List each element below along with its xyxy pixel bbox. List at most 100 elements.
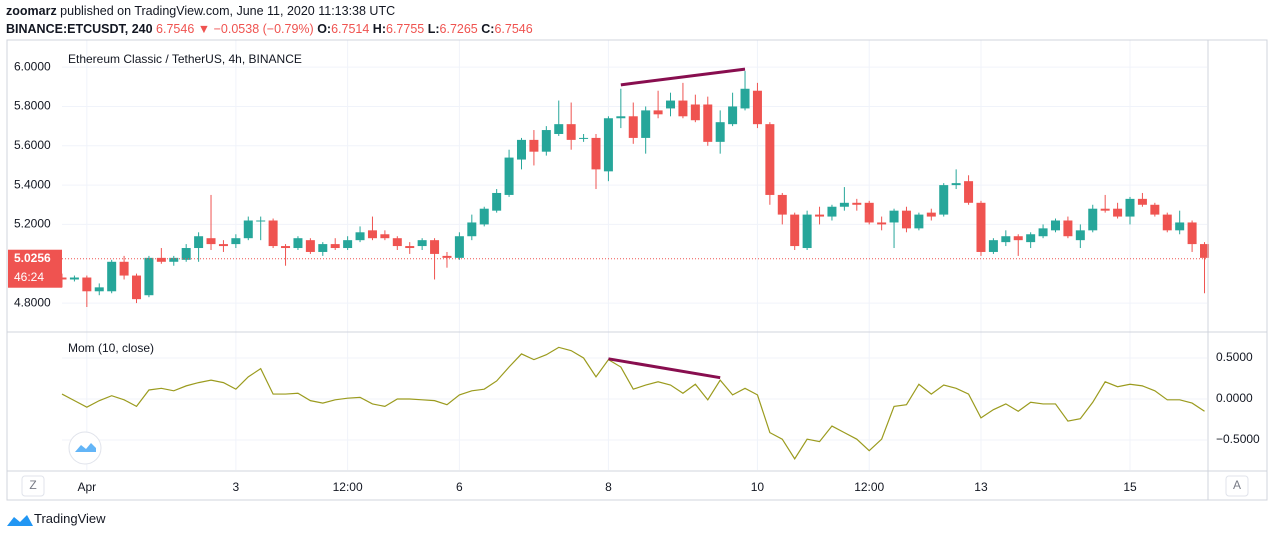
y-tick-label: 5.2000	[14, 217, 51, 231]
zoom-button[interactable]	[21, 475, 45, 497]
candle-body	[1038, 228, 1048, 237]
candle-body	[579, 137, 589, 139]
candle-body	[653, 110, 663, 115]
last-price-label: 5.0256	[14, 251, 51, 265]
candle-body	[628, 116, 638, 138]
candle-body	[703, 104, 713, 142]
candle-body	[591, 137, 601, 170]
candle-body	[1113, 208, 1123, 217]
candle-body	[641, 110, 651, 138]
candle-body	[690, 104, 700, 121]
candle-body	[194, 236, 204, 249]
candle-body	[541, 130, 551, 152]
candle-body	[1137, 198, 1147, 205]
candle-body	[169, 257, 179, 262]
candle-body	[492, 192, 502, 211]
candle-body	[1063, 220, 1073, 237]
candle-body	[467, 222, 477, 237]
grid	[62, 40, 1207, 470]
candle-body	[1100, 208, 1110, 211]
candle-body	[69, 277, 79, 280]
ohlc-value: 6.7265	[439, 22, 478, 36]
candle-body	[231, 238, 241, 245]
candle-body	[889, 210, 899, 223]
candle-body	[852, 202, 862, 205]
candle-body	[1013, 236, 1023, 241]
y-tick-label: −0.5000	[1216, 432, 1260, 446]
candle-body	[330, 244, 340, 249]
candle-body	[1200, 244, 1210, 258]
candle-body	[777, 194, 787, 215]
candle-body	[281, 246, 291, 249]
price: 6.7546	[156, 22, 195, 36]
ohlc-key: L:	[427, 22, 440, 36]
candle-body	[1162, 214, 1172, 231]
x-tick-label: 3	[233, 480, 240, 494]
ohlc-key: C:	[481, 22, 495, 36]
candle-body	[367, 230, 377, 239]
ohlc-key: O:	[317, 22, 332, 36]
candle-body	[1125, 198, 1135, 217]
ohlc-value: 6.7514	[331, 22, 370, 36]
candle-body	[454, 236, 464, 258]
candle-body	[976, 202, 986, 252]
candle-body	[1026, 234, 1036, 243]
y-tick-label: 4.8000	[14, 295, 51, 309]
watermark	[68, 431, 102, 465]
candle-body	[877, 222, 887, 225]
candle-body	[318, 244, 328, 252]
zoom-label[interactable]: Z	[29, 478, 36, 492]
candle-body	[218, 244, 228, 247]
candle-body	[964, 181, 974, 203]
candle-body	[616, 116, 626, 119]
candle-body	[442, 255, 452, 258]
candle-body	[181, 248, 191, 260]
candle-body	[132, 275, 142, 300]
candle-body	[988, 240, 998, 252]
candle-body	[430, 240, 440, 254]
candle-body	[256, 220, 266, 222]
candle-body	[740, 88, 750, 109]
ohlc-value: 6.7546	[494, 22, 533, 36]
candle-body	[355, 232, 365, 241]
candle-body	[1175, 222, 1185, 231]
author: zoomarz	[6, 4, 57, 18]
candle-body	[343, 240, 353, 249]
candle-body	[951, 183, 961, 186]
y-tick-label: 0.5000	[1216, 350, 1253, 364]
symbol-line: BINANCE:ETCUSDT, 240 6.7546 ▼ −0.0538 (−…	[6, 22, 533, 36]
candle-body	[666, 100, 676, 109]
x-tick-label: 12:00	[854, 480, 884, 494]
candle-body	[243, 220, 253, 239]
auto-label[interactable]: A	[1233, 478, 1241, 492]
candle-body	[293, 238, 303, 249]
candle-body	[926, 212, 936, 217]
candle-body	[566, 124, 576, 140]
x-tick-label: 6	[456, 480, 463, 494]
x-tick-label: Apr	[77, 480, 96, 494]
trend-line	[608, 357, 721, 380]
candle-body	[827, 206, 837, 217]
candle-body	[554, 124, 564, 134]
candle-body	[765, 124, 775, 195]
candle-body	[107, 261, 117, 292]
last-price-tag	[8, 249, 62, 288]
candle-body	[206, 238, 216, 245]
candle-body	[864, 202, 874, 223]
brand-logo	[7, 515, 33, 526]
candle-body	[1088, 208, 1098, 231]
candle-body	[728, 106, 738, 125]
candle-body	[678, 100, 688, 117]
pane-title: Mom (10, close)	[68, 341, 154, 355]
auto-button[interactable]	[1225, 475, 1249, 497]
y-tick-label: 6.0000	[14, 59, 51, 73]
candle-body	[516, 139, 526, 160]
candle-body	[914, 214, 924, 229]
candle-body	[94, 287, 104, 292]
y-tick-label: 5.8000	[14, 99, 51, 113]
candle-body	[752, 90, 762, 125]
publish-info: published on TradingView.com, June 11, 2…	[56, 4, 396, 18]
candle-body	[939, 185, 949, 215]
x-tick-label: 13	[974, 480, 988, 494]
